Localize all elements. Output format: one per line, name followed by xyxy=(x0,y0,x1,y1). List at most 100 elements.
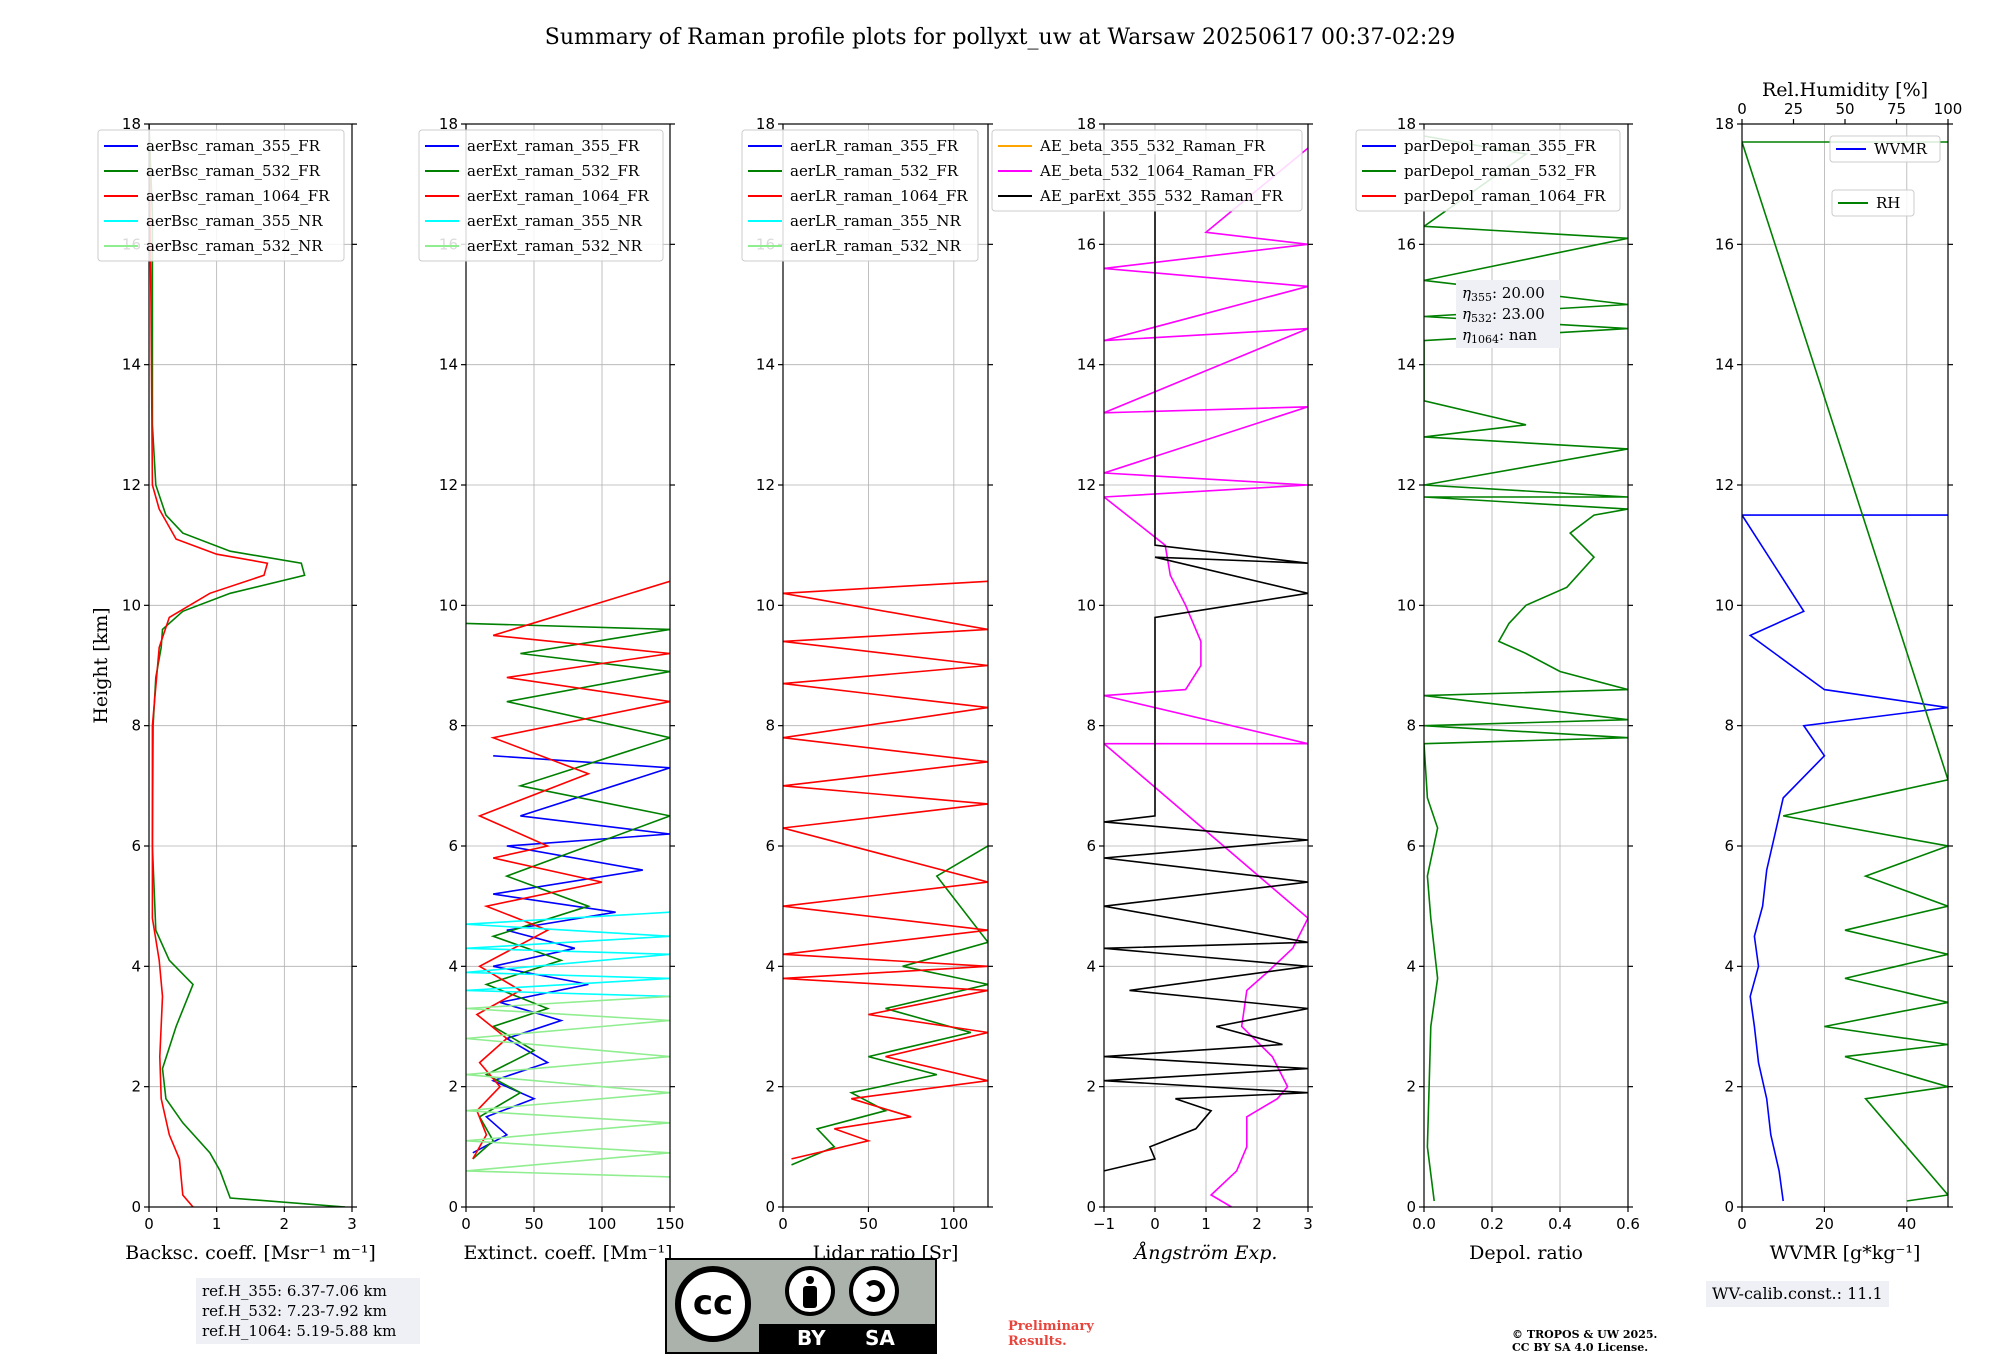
y-tick-label: 4 xyxy=(1406,957,1416,975)
y-tick-label: 0 xyxy=(1724,1198,1734,1216)
top-x-tick-label: 100 xyxy=(1934,100,1963,118)
ref-h-532: ref.H_532: 7.23-7.92 km xyxy=(202,1302,387,1320)
reference-height-box: ref.H_355: 6.37-7.06 km ref.H_532: 7.23-… xyxy=(196,1278,420,1344)
x-axis-label: Extinct. coeff. [Mm⁻¹] xyxy=(463,1242,672,1264)
legend: aerBsc_raman_355_FR aerBsc_raman_532_FRae… xyxy=(97,129,345,262)
legend-label: parDepol_raman_532_FR xyxy=(1404,162,1597,180)
x-tick-label: 0 xyxy=(144,1215,154,1233)
legend-label: aerBsc_raman_355_NR xyxy=(146,212,323,230)
x-tick-label: 0.2 xyxy=(1480,1215,1504,1233)
x-axis-label: Ångström Exp. xyxy=(1133,1242,1278,1264)
y-tick-label: 18 xyxy=(756,115,775,133)
top-x-tick-label: 50 xyxy=(1835,100,1854,118)
ref-h-355: ref.H_355: 6.37-7.06 km xyxy=(202,1282,387,1300)
y-tick-label: 12 xyxy=(1715,476,1734,494)
legend-label: aerLR_raman_532_NR xyxy=(790,237,961,255)
y-tick-label: 6 xyxy=(1406,837,1416,855)
y-tick-label: 12 xyxy=(122,476,141,494)
x-axis-label: Backsc. coeff. [Msr⁻¹ m⁻¹] xyxy=(125,1242,376,1264)
legend-label: aerBsc_raman_355_FR xyxy=(146,137,321,155)
y-tick-label: 12 xyxy=(1077,476,1096,494)
grid xyxy=(148,123,353,1208)
legend-box xyxy=(741,129,979,262)
x-tick-label: 20 xyxy=(1815,1215,1834,1233)
axes-frame xyxy=(148,123,353,1208)
y-tick-label: 12 xyxy=(1397,476,1416,494)
annotation-line: η1064: nan xyxy=(1462,326,1537,346)
legend-label: aerLR_raman_355_FR xyxy=(790,137,959,155)
series-line-RH xyxy=(1742,141,1948,1202)
legend: AE_beta_355_532_Raman_FR AE_beta_532_1064… xyxy=(991,129,1303,212)
series-line-aerExt_raman_532_FR xyxy=(466,622,670,1160)
y-tick-label: 16 xyxy=(1397,235,1416,253)
figure-title: Summary of Raman profile plots for polly… xyxy=(545,25,1455,50)
grid xyxy=(465,123,671,1208)
legend-label: aerBsc_raman_532_FR xyxy=(146,162,321,180)
legend: aerExt_raman_355_FR aerExt_raman_532_FRae… xyxy=(418,129,664,262)
legend-label: aerExt_raman_355_FR xyxy=(467,137,640,155)
legend-label: aerBsc_raman_1064_FR xyxy=(146,187,330,205)
series-group xyxy=(1104,147,1308,1207)
y-tick-label: 8 xyxy=(1086,717,1096,735)
x-tick-label: 0.0 xyxy=(1412,1215,1436,1233)
y-tick-label: 10 xyxy=(1715,596,1734,614)
y-tick-label: 10 xyxy=(1077,596,1096,614)
y-tick-label: 12 xyxy=(439,476,458,494)
y-tick-label: 6 xyxy=(1086,837,1096,855)
legend-label: aerLR_raman_532_FR xyxy=(790,162,959,180)
annotation-box xyxy=(1456,280,1560,348)
y-tick-label: 18 xyxy=(122,115,141,133)
series-line-AE_beta_532_1064_Raman_FR xyxy=(1104,147,1308,1207)
y-tick-label: 10 xyxy=(756,596,775,614)
legend: aerLR_raman_355_FR aerLR_raman_532_FR aerL… xyxy=(741,129,979,262)
y-tick-label: 10 xyxy=(122,596,141,614)
y-tick-label: 4 xyxy=(448,957,458,975)
y-tick-label: 2 xyxy=(1086,1078,1096,1096)
y-tick-label: 4 xyxy=(131,957,141,975)
legend-label: AE_beta_532_1064_Raman_FR xyxy=(1039,162,1275,180)
legend-label: aerBsc_raman_532_NR xyxy=(146,237,323,255)
series-line-AE_parExt_355_532_Raman_FR xyxy=(1104,154,1308,1172)
y-tick-label: 18 xyxy=(1077,115,1096,133)
wv-calibration-box: WV-calib.const.: 11.1 xyxy=(1706,1281,1889,1307)
axes-frame xyxy=(465,123,671,1208)
legend-label: AE_beta_355_532_Raman_FR xyxy=(1039,137,1266,155)
x-tick-label: 50 xyxy=(859,1215,878,1233)
y-tick-label: 6 xyxy=(1724,837,1734,855)
y-tick-label: 18 xyxy=(1715,115,1734,133)
y-tick-label: 0 xyxy=(131,1198,141,1216)
y-tick-label: 0 xyxy=(1086,1198,1096,1216)
legend-box xyxy=(991,129,1303,212)
x-tick-label: 1 xyxy=(1201,1215,1211,1233)
legend-label: AE_parExt_355_532_Raman_FR xyxy=(1039,187,1284,205)
top-x-axis-label: Rel.Humidity [%] xyxy=(1762,79,1928,101)
y-tick-label: 0 xyxy=(765,1198,775,1216)
y-tick-label: 14 xyxy=(756,356,775,374)
y-tick-label: 2 xyxy=(765,1078,775,1096)
axes-frame xyxy=(782,123,989,1208)
license-label-bar: BY SA xyxy=(759,1324,935,1352)
series-line-aerExt_raman_1064_FR xyxy=(472,580,670,1160)
y-tick-label: 14 xyxy=(1715,356,1734,374)
x-tick-label: 1 xyxy=(212,1215,222,1233)
x-tick-label: 100 xyxy=(588,1215,617,1233)
y-tick-label: 12 xyxy=(756,476,775,494)
cc-license-badge: cc BY SA xyxy=(665,1258,937,1354)
preliminary-line-1: Preliminary xyxy=(1008,1319,1094,1334)
y-tick-label: 8 xyxy=(448,717,458,735)
y-tick-label: 16 xyxy=(1077,235,1096,253)
panel-lr: 024681012141618050100Lidar ratio [Sr]aer… xyxy=(741,115,993,1264)
legend-box xyxy=(1355,129,1621,212)
grid xyxy=(782,123,988,1208)
copyright-note: © TROPOS & UW 2025. CC BY SA 4.0 License… xyxy=(1512,1328,1657,1354)
axes-frame xyxy=(1423,123,1629,1208)
legend-box xyxy=(97,129,345,262)
y-tick-label: 14 xyxy=(122,356,141,374)
by-person-icon xyxy=(785,1266,835,1316)
legend-label: aerExt_raman_1064_FR xyxy=(467,187,649,205)
grid xyxy=(1741,123,1948,1208)
copyright-line-1: © TROPOS & UW 2025. xyxy=(1512,1328,1658,1341)
